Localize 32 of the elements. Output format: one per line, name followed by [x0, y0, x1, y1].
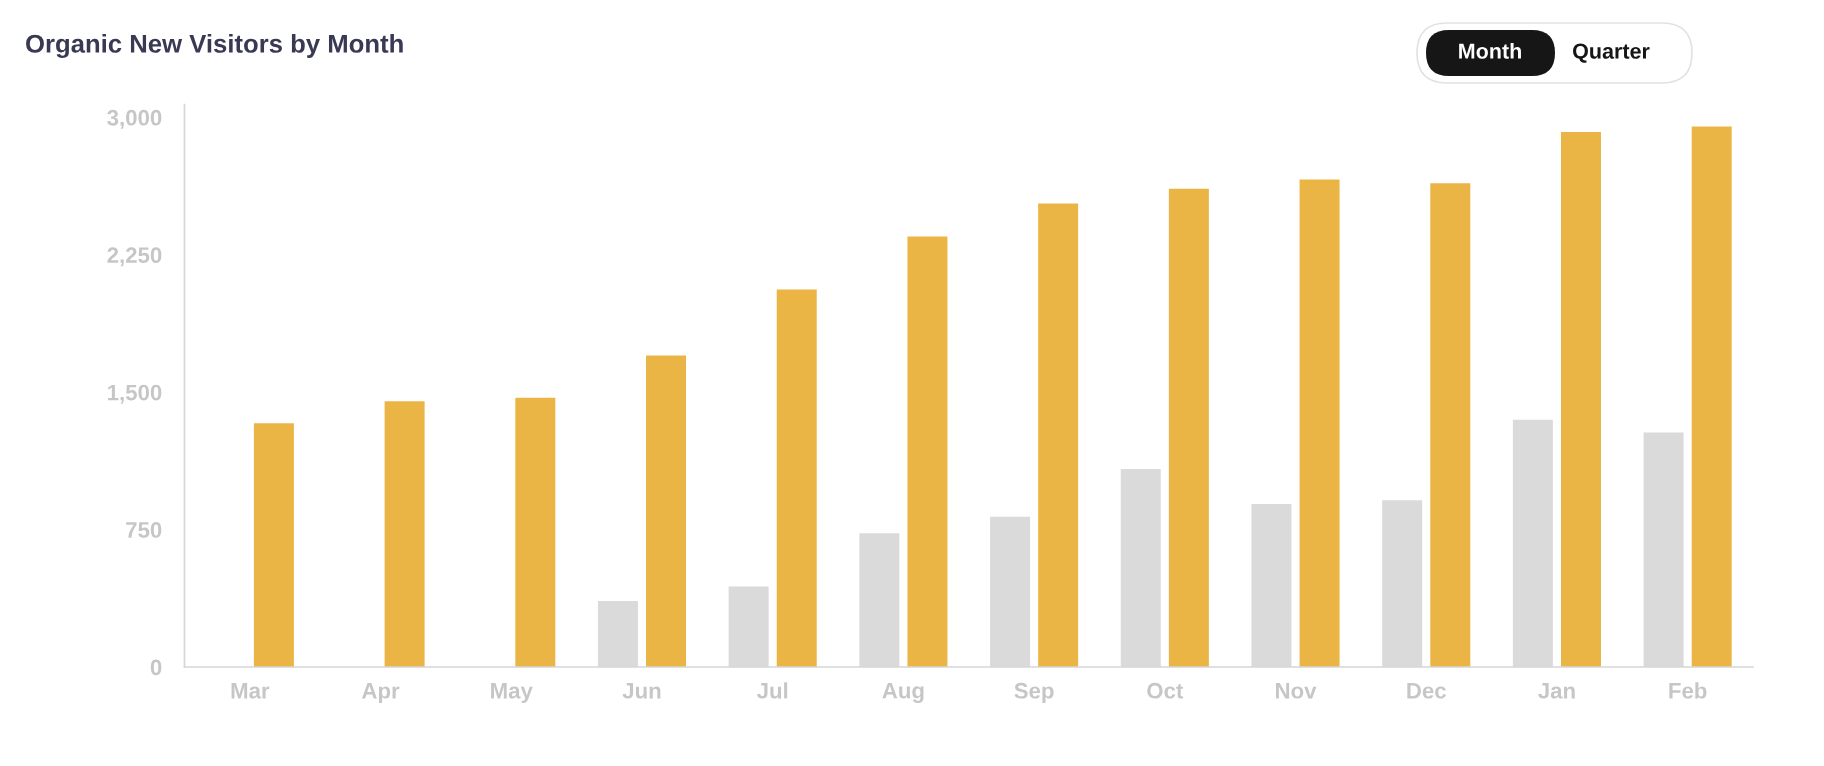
y-tick-label: 3,000: [107, 109, 162, 129]
bar: [1038, 203, 1079, 667]
x-tick-label: Dec: [1407, 683, 1446, 699]
x-tick-label: Sep: [1014, 682, 1054, 703]
bar: [907, 236, 948, 667]
bar: [384, 401, 425, 667]
bar: [1430, 183, 1471, 667]
x-tick-label: Jul: [756, 682, 788, 699]
x-tick-label: Jun: [622, 683, 661, 699]
bar: [1560, 131, 1601, 667]
bar: [1168, 188, 1209, 667]
x-tick-label: Jan: [1538, 683, 1575, 699]
bar: [253, 423, 294, 667]
x-tick-label: Feb: [1669, 682, 1707, 699]
x-tick-label: Oct: [1147, 682, 1184, 699]
x-tick-label: Nov: [1276, 683, 1317, 699]
bar: [646, 355, 687, 667]
y-tick-label: 2,250: [107, 247, 162, 267]
chart-title: Organic New Visitors by Month: [26, 33, 403, 59]
x-tick-label: Apr: [361, 683, 400, 703]
x-tick-label: Mar: [231, 683, 270, 699]
y-tick-label: 750: [126, 522, 162, 538]
y-tick-label: 0: [150, 659, 162, 676]
bar: [1299, 179, 1340, 667]
text: Month: [1459, 42, 1521, 59]
x-tick-label: May: [491, 683, 533, 703]
text: Quarter: [1573, 43, 1650, 63]
bar: [776, 289, 817, 667]
x-tick-label: Aug: [882, 683, 924, 703]
bar: [515, 397, 556, 667]
y-tick-label: 1,500: [108, 384, 162, 404]
bar: [1691, 126, 1732, 667]
